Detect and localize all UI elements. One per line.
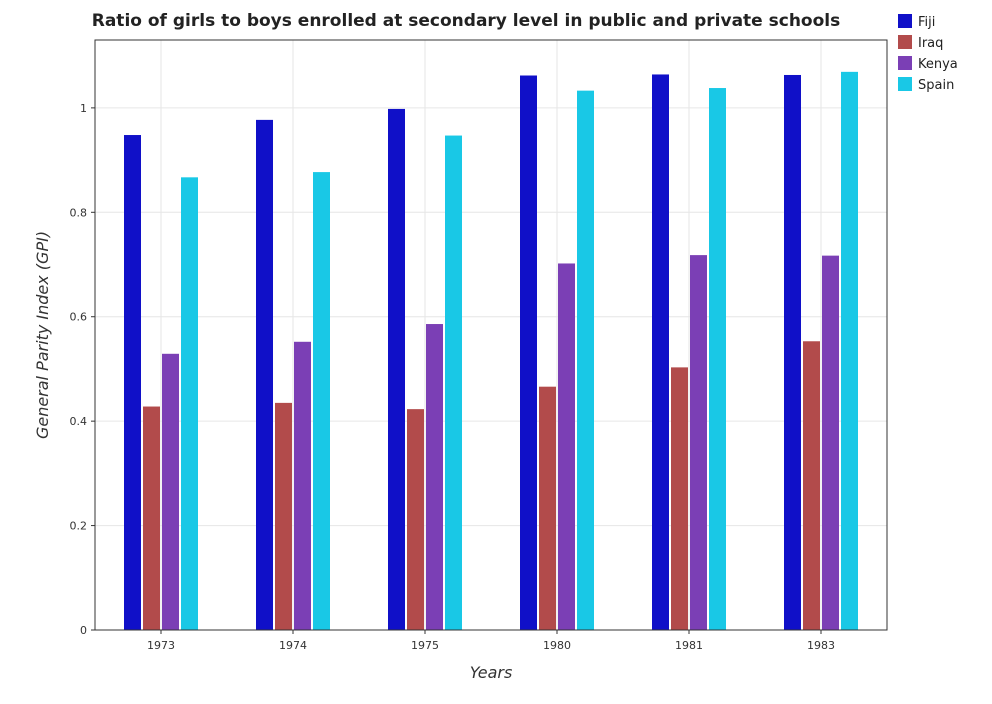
bar-fiji-1981 bbox=[652, 74, 669, 630]
x-tick-label: 1981 bbox=[675, 639, 703, 652]
bar-spain-1973 bbox=[181, 177, 198, 630]
legend-swatch-iraq bbox=[898, 35, 912, 49]
bar-kenya-1973 bbox=[162, 353, 179, 630]
legend-swatch-spain bbox=[898, 77, 912, 91]
y-tick-label: 0 bbox=[80, 624, 87, 637]
y-tick-label: 0.6 bbox=[70, 311, 88, 324]
y-tick-label: 0.2 bbox=[70, 520, 88, 533]
legend-label-iraq: Iraq bbox=[918, 36, 943, 51]
y-tick-label: 1 bbox=[80, 102, 87, 115]
bar-fiji-1975 bbox=[388, 108, 405, 631]
x-tick-label: 1983 bbox=[807, 639, 835, 652]
bar-spain-1983 bbox=[841, 71, 858, 631]
bar-fiji-1980 bbox=[520, 75, 537, 631]
bar-iraq-1983 bbox=[803, 341, 820, 630]
bar-kenya-1974 bbox=[294, 341, 311, 630]
legend-label-spain: Spain bbox=[918, 78, 954, 93]
bar-spain-1975 bbox=[445, 135, 462, 630]
y-axis-ticks: 0 0.2 0.4 0.6 0.8 1 bbox=[70, 102, 95, 637]
legend-label-fiji: Fiji bbox=[918, 15, 935, 30]
axes bbox=[94, 39, 888, 631]
x-axis-ticks: 1973 1974 1975 1980 1981 1983 bbox=[147, 630, 835, 652]
bar-fiji-1983 bbox=[784, 74, 801, 630]
x-tick-label: 1975 bbox=[411, 639, 439, 652]
x-tick-label: 1973 bbox=[147, 639, 175, 652]
legend: Fiji Iraq Kenya Spain bbox=[898, 14, 958, 93]
bar-spain-1981 bbox=[709, 88, 726, 630]
x-axis-title: Years bbox=[470, 663, 513, 682]
y-axis-title: General Parity Index (GPI) bbox=[33, 231, 52, 439]
bar-fiji-1974 bbox=[256, 119, 273, 631]
bar-iraq-1980 bbox=[539, 386, 556, 630]
bar-fiji-1973 bbox=[124, 135, 141, 630]
y-tick-label: 0.8 bbox=[70, 206, 88, 219]
bar-iraq-1973 bbox=[143, 406, 160, 630]
bar-spain-1974 bbox=[313, 172, 330, 630]
legend-swatch-kenya bbox=[898, 56, 912, 70]
bar-kenya-1981 bbox=[690, 255, 707, 630]
legend-label-kenya: Kenya bbox=[918, 57, 958, 72]
bar-kenya-1975 bbox=[426, 324, 443, 630]
bar-iraq-1975 bbox=[407, 409, 424, 630]
bar-spain-1980 bbox=[577, 90, 594, 631]
bar-iraq-1974 bbox=[275, 402, 292, 630]
bar-kenya-1980 bbox=[558, 263, 575, 630]
bar-kenya-1983 bbox=[822, 255, 839, 631]
y-tick-label: 0.4 bbox=[70, 415, 88, 428]
grid bbox=[95, 40, 887, 631]
plot-frame bbox=[94, 39, 888, 631]
chart-title: Ratio of girls to boys enrolled at secon… bbox=[92, 11, 840, 31]
x-tick-label: 1974 bbox=[279, 639, 307, 652]
x-tick-label: 1980 bbox=[543, 639, 571, 652]
bars bbox=[124, 71, 858, 631]
bar-iraq-1981 bbox=[671, 367, 688, 630]
legend-swatch-fiji bbox=[898, 14, 912, 28]
